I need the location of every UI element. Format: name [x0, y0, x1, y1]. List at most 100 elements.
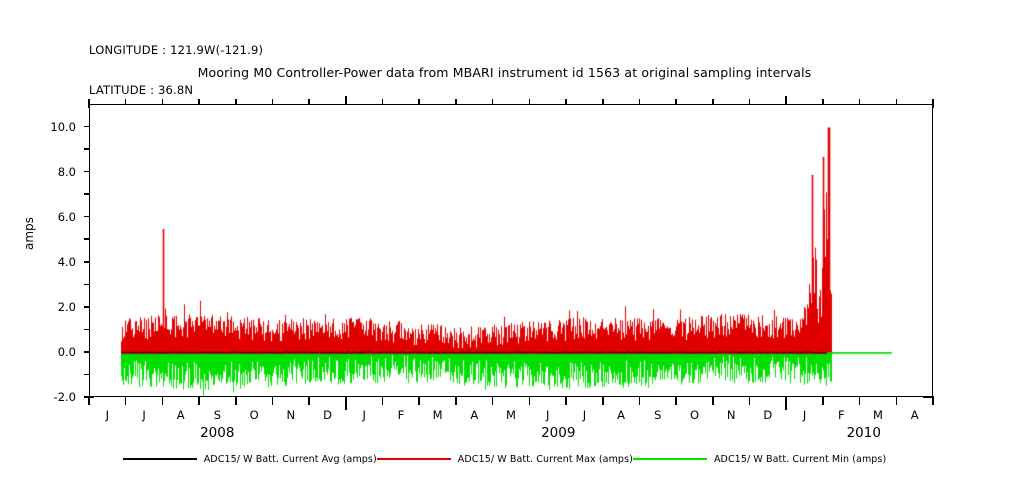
x-tick-top [748, 99, 751, 108]
x-tick-label: J [362, 408, 366, 422]
x-tick-label: N [286, 408, 296, 422]
x-tick-top [822, 99, 824, 108]
y-tick [84, 148, 91, 150]
page-title: Mooring M0 Controller-Power data from MB… [197, 65, 812, 80]
x-tick-label: S [213, 408, 222, 422]
x-tick-label: D [323, 408, 332, 422]
y-tick [84, 238, 91, 241]
x-tick-label: M [506, 408, 516, 422]
y-tick-label: 10.0 [50, 119, 76, 134]
x-tick [932, 396, 934, 405]
x-tick-label: S [654, 408, 662, 422]
y-tick [84, 193, 91, 195]
legend-label: ADC15/ W Batt. Current Max (amps) [457, 453, 633, 465]
x-tick [491, 396, 494, 405]
x-tick-top [895, 99, 898, 108]
legend-swatch [632, 458, 707, 460]
x-tick-top [528, 99, 531, 108]
x-tick-top [124, 99, 127, 108]
y-axis-label: amps [22, 217, 36, 250]
x-tick-top [234, 99, 237, 108]
x-tick [675, 396, 677, 405]
plot-area [89, 104, 933, 397]
y-tick-label: 8.0 [57, 164, 76, 179]
x-tick [271, 396, 274, 405]
x-tick [858, 396, 861, 405]
x-tick-label: J [545, 408, 550, 422]
x-tick [418, 396, 421, 405]
x-tick-top [932, 99, 934, 108]
x-tick-label: A [617, 408, 626, 422]
x-tick-top [785, 96, 787, 108]
x-tick-label: J [105, 408, 110, 422]
x-tick-label: M [872, 408, 883, 422]
x-tick-label: M [432, 408, 443, 422]
x-tick-label: F [397, 408, 405, 422]
x-tick [124, 396, 127, 405]
latitude-text: LATITUDE : 36.8N [89, 83, 194, 98]
x-axis-year-label: 2010 [846, 425, 881, 441]
legend-swatch [122, 458, 197, 460]
x-tick-top [565, 99, 567, 108]
x-tick-top [418, 99, 421, 108]
legend-item: ADC15/ W Batt. Current Max (amps) [376, 453, 633, 465]
plot-canvas-wrap [90, 105, 932, 396]
x-tick [601, 396, 604, 405]
x-tick [895, 396, 898, 405]
x-tick [785, 396, 787, 410]
series-canvas [90, 105, 932, 396]
x-tick-label: J [582, 408, 587, 422]
x-tick [712, 396, 714, 405]
legend-label: ADC15/ W Batt. Current Min (amps) [713, 453, 887, 465]
legend-item: ADC15/ W Batt. Current Min (amps) [632, 453, 887, 465]
x-tick [308, 396, 310, 405]
x-tick-top [381, 99, 384, 108]
x-axis-year-label: 2008 [200, 425, 235, 441]
longitude-text: LONGITUDE : 121.9W(-121.9) [89, 43, 264, 58]
x-tick [748, 396, 751, 405]
x-tick-label: A [176, 408, 185, 422]
x-tick [565, 396, 567, 405]
x-tick-label: D [763, 408, 773, 422]
x-tick-top [271, 99, 274, 108]
x-tick [528, 396, 531, 405]
x-tick-top [455, 99, 457, 108]
x-tick-top [675, 99, 677, 108]
x-tick-top [161, 99, 164, 108]
x-tick-top [308, 99, 310, 108]
x-tick [822, 396, 824, 405]
y-tick-label: 0.0 [57, 344, 76, 359]
x-tick [638, 396, 641, 405]
x-tick [234, 396, 237, 405]
chart-legend: ADC15/ W Batt. Current Avg (amps) ADC15/ … [0, 449, 1009, 469]
x-tick-top [491, 99, 494, 108]
x-tick [455, 396, 457, 405]
x-tick-label: A [910, 408, 919, 422]
y-tick-label: 2.0 [57, 299, 76, 314]
x-tick-top [601, 99, 604, 108]
legend-label: ADC15/ W Batt. Current Avg (amps) [203, 453, 377, 465]
x-tick-top [198, 99, 200, 108]
x-tick [88, 396, 90, 405]
y-tick [84, 283, 91, 286]
legend-item: ADC15/ W Batt. Current Avg (amps) [122, 453, 377, 465]
x-tick [345, 396, 347, 410]
legend-swatch [376, 458, 451, 460]
y-tick [84, 328, 91, 331]
x-tick-label: F [837, 408, 845, 422]
y-tick [84, 373, 91, 376]
x-tick-label: J [802, 408, 807, 422]
x-tick [161, 396, 164, 405]
x-tick [381, 396, 384, 405]
x-tick-top [712, 99, 714, 108]
x-tick-label: J [142, 408, 146, 422]
y-tick-label: -2.0 [53, 390, 76, 404]
x-tick-label: O [249, 408, 259, 422]
x-tick-label: N [726, 408, 736, 422]
x-tick-label: O [689, 408, 699, 422]
x-tick-top [88, 99, 90, 108]
x-tick-top [345, 96, 347, 108]
y-tick-label: 4.0 [57, 254, 76, 269]
y-tick-label: 6.0 [57, 209, 76, 224]
x-tick-label: A [470, 408, 479, 422]
